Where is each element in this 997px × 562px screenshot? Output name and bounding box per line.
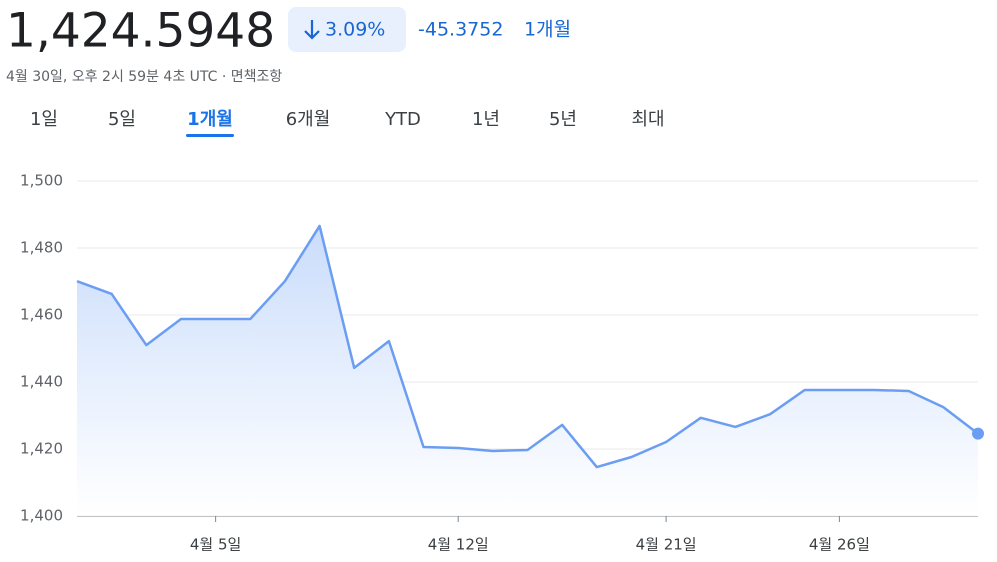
- range-tab[interactable]: 1년: [472, 109, 500, 130]
- x-tick-label: 4월 21일: [636, 536, 697, 554]
- range-tab[interactable]: YTD: [384, 109, 421, 130]
- range-tab[interactable]: 6개월: [286, 109, 331, 130]
- change-period: 1개월: [524, 19, 571, 41]
- y-tick-label: 1,400: [20, 507, 63, 525]
- x-tick-label: 4월 26일: [809, 536, 870, 554]
- change-percent: 3.09%: [325, 19, 385, 41]
- timestamp: 4월 30일, 오후 2시 59분 4초 UTC · 면책조항: [6, 69, 282, 85]
- x-tick-label: 4월 5일: [190, 536, 241, 554]
- y-tick-label: 1,420: [20, 440, 63, 458]
- change-badge: [288, 7, 406, 52]
- change-value: -45.3752: [418, 19, 503, 41]
- y-tick-label: 1,480: [20, 239, 63, 257]
- y-tick-label: 1,440: [20, 373, 63, 391]
- x-tick-label: 4월 12일: [428, 536, 489, 554]
- y-tick-label: 1,500: [20, 172, 63, 190]
- area-fill: [77, 225, 978, 516]
- range-tab[interactable]: 1일: [30, 109, 58, 130]
- price: 1,424.5948: [6, 4, 275, 59]
- range-tab[interactable]: 5일: [108, 109, 136, 130]
- price-line: [76, 224, 979, 469]
- down-arrow-icon: [304, 20, 320, 40]
- range-tabs: 1일 5일 1개월 6개월 YTD 1년 5년 최대: [30, 109, 665, 137]
- last-point: [972, 427, 984, 440]
- range-tab[interactable]: 5년: [549, 109, 577, 130]
- range-tab[interactable]: 1개월: [187, 109, 233, 130]
- range-tab[interactable]: 최대: [631, 109, 664, 130]
- chart: 1,400 1,420 1,440 1,460 1,480 1,500 4월 5일 4월 12…: [20, 172, 984, 554]
- active-tab-indicator: [186, 134, 234, 137]
- y-tick-label: 1,460: [20, 306, 63, 324]
